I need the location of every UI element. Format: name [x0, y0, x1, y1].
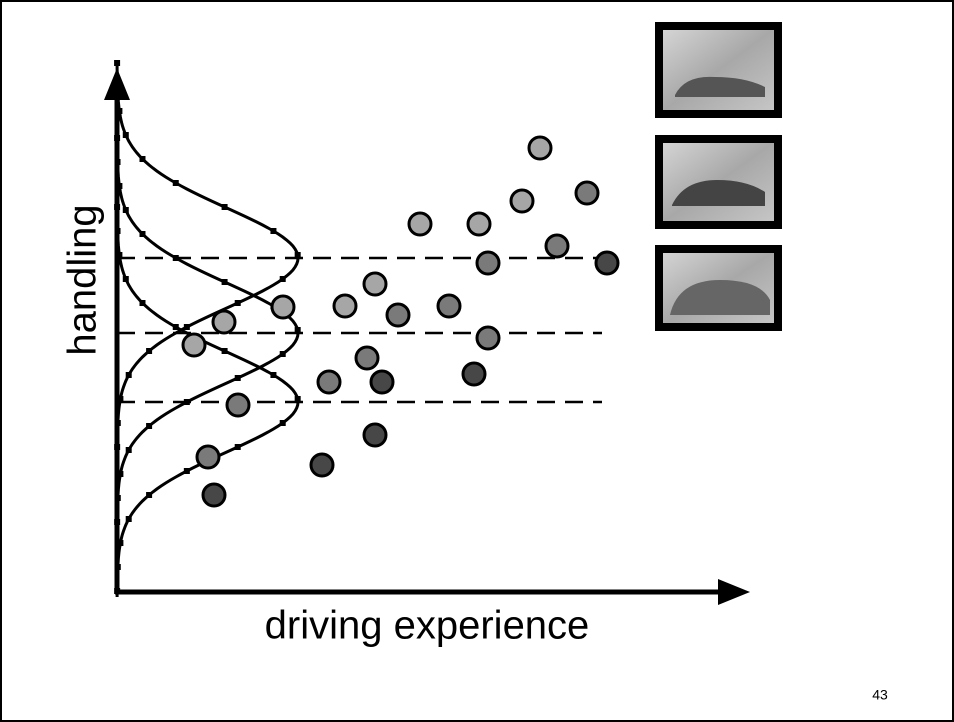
scatter-point — [334, 295, 356, 317]
curve-marker — [126, 516, 132, 522]
scatter-point — [529, 137, 551, 159]
curve-marker — [280, 276, 286, 282]
y-axis-label: handling — [61, 204, 105, 355]
curve-marker — [139, 231, 145, 237]
curve-marker — [146, 492, 152, 498]
curve-marker — [114, 60, 120, 66]
curve-marker — [235, 300, 241, 306]
curve-marker — [222, 348, 228, 354]
slide: handling driving experience 43 — [0, 0, 954, 722]
scatter-point — [477, 252, 499, 274]
curve-marker — [184, 468, 190, 474]
x-axis-label: driving experience — [265, 604, 590, 648]
curve-marker — [270, 228, 276, 234]
scatter-point — [511, 190, 533, 212]
curve-marker — [146, 423, 152, 429]
scatter-point — [197, 446, 219, 468]
scatter-point — [387, 304, 409, 326]
scatter-point — [546, 235, 568, 257]
curve-marker — [123, 207, 129, 213]
scatter-point — [371, 371, 393, 393]
page-number: 43 — [872, 687, 888, 703]
curve-marker — [235, 444, 241, 450]
curve-marker — [235, 375, 241, 381]
scatter-point — [596, 252, 618, 274]
scatter-point — [364, 424, 386, 446]
scatter-point — [227, 394, 249, 416]
scatter-point — [438, 295, 460, 317]
scatter-point — [364, 273, 386, 295]
curve-marker — [139, 156, 145, 162]
curve-marker — [139, 300, 145, 306]
curve-marker — [146, 348, 152, 354]
scatter-point — [183, 334, 205, 356]
page: handling driving experience 43 (() => { … — [0, 0, 954, 722]
scatter-point — [318, 371, 340, 393]
curve-marker — [123, 276, 129, 282]
curve-marker — [222, 279, 228, 285]
scatter-point — [576, 182, 598, 204]
scatter-point — [203, 484, 225, 506]
scatter-point — [213, 311, 235, 333]
curve-marker — [222, 204, 228, 210]
car-images — [659, 26, 778, 327]
car-image — [659, 26, 778, 114]
curve-marker — [126, 372, 132, 378]
scatter-point — [463, 363, 485, 385]
curve-marker — [280, 351, 286, 357]
curve-marker — [173, 180, 179, 186]
scatter-point — [272, 296, 294, 318]
curve-marker — [173, 324, 179, 330]
curve-marker — [280, 420, 286, 426]
scatter-point — [409, 213, 431, 235]
curve-marker — [126, 447, 132, 453]
scatter-point — [311, 454, 333, 476]
scatter-point — [468, 213, 490, 235]
scatter-point — [477, 327, 499, 349]
curve-marker — [270, 372, 276, 378]
curve-marker — [123, 132, 129, 138]
curve-marker — [184, 324, 190, 330]
scatter-point — [356, 347, 378, 369]
